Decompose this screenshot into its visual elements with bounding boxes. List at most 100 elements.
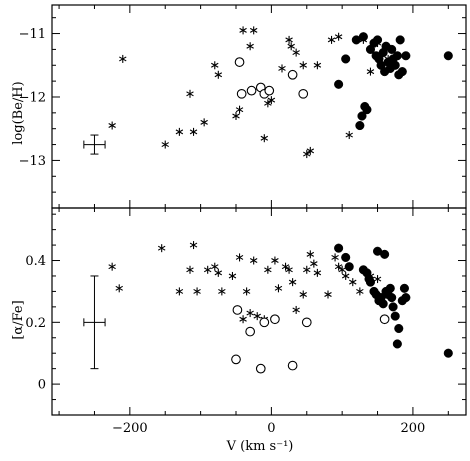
filled-circle-point — [401, 293, 411, 303]
asterisk-point — [356, 287, 364, 296]
asterisk-point — [249, 256, 258, 265]
plot-frame — [51, 207, 467, 416]
asterisk-point — [246, 309, 254, 318]
open-circle-point — [270, 314, 280, 325]
y-tick-label: 0 — [38, 378, 46, 393]
filled-circle-point — [357, 111, 367, 121]
asterisk-point — [310, 259, 318, 268]
asterisk-point — [203, 265, 212, 274]
y-tick-label: 0.4 — [25, 254, 46, 269]
asterisk-point — [232, 112, 240, 121]
asterisk-point — [281, 262, 290, 271]
open-circle-point — [287, 69, 298, 80]
asterisk-point — [373, 275, 382, 284]
asterisk-point — [267, 96, 276, 105]
open-circle-point — [259, 317, 270, 328]
x-tick-label: 200 — [401, 421, 426, 436]
open-circle-point — [231, 354, 241, 365]
top-panel: −11 −12 −13 — [19, 4, 467, 209]
bottom-y-axis-label: [α/Fe] — [11, 300, 26, 339]
x-axis-label: V (km s⁻¹) — [226, 439, 294, 454]
filled-circle-point — [380, 249, 390, 259]
asterisk-point — [175, 127, 184, 136]
bottom-panel: 0 0.2 0.4 −200 0 200 — [25, 207, 467, 436]
open-circle-point — [234, 57, 245, 67]
asterisk-point — [366, 67, 375, 76]
asterisk-point — [306, 250, 315, 259]
asterisk-point — [249, 26, 258, 35]
filled-circle-point — [392, 339, 402, 349]
asterisk-point — [285, 35, 293, 44]
filled-circle-point — [394, 323, 404, 334]
asterisk-point — [313, 268, 322, 277]
asterisk-point — [108, 121, 116, 130]
filled-circle-point — [392, 51, 402, 61]
asterisk-point — [211, 61, 219, 70]
open-circle-point — [255, 363, 266, 374]
filled-circle-point — [399, 283, 409, 293]
filled-circle-point — [334, 79, 344, 89]
asterisk-point — [157, 244, 166, 253]
asterisk-point — [235, 105, 244, 114]
asterisk-point — [264, 265, 272, 274]
filled-circle-point — [395, 35, 405, 45]
filled-circle-point — [355, 120, 365, 131]
y-tick-label: 0.2 — [25, 316, 46, 331]
asterisk-point — [214, 268, 223, 277]
filled-circle-point — [387, 44, 397, 54]
asterisk-point — [228, 271, 237, 280]
asterisk-point — [327, 35, 336, 44]
asterisk-point — [214, 70, 223, 79]
y-tick-label: −11 — [19, 27, 46, 42]
asterisk-point — [288, 278, 297, 287]
filled-circle-point — [372, 35, 383, 45]
asterisk-point — [349, 278, 357, 287]
asterisk-point — [278, 64, 286, 73]
asterisk-point — [334, 32, 343, 41]
asterisk-point — [345, 131, 353, 140]
top-y-axis-label: log(Be/H) — [11, 81, 26, 144]
asterisk-point — [218, 287, 226, 296]
filled-circle-point — [387, 293, 397, 303]
asterisk-point — [260, 134, 269, 143]
asterisk-point — [253, 312, 261, 321]
asterisk-point — [239, 26, 247, 35]
asterisk-point — [299, 61, 307, 70]
asterisk-point — [108, 262, 116, 271]
asterisk-point — [175, 287, 184, 296]
x-tick-label: 0 — [267, 421, 275, 436]
asterisk-point — [331, 253, 339, 262]
filled-circle-point — [390, 311, 400, 321]
error-bar — [83, 275, 106, 370]
filled-circle-point — [344, 262, 354, 272]
open-circle-point — [246, 85, 257, 96]
asterisk-point — [292, 48, 300, 57]
asterisk-point — [186, 265, 194, 274]
asterisk-point — [341, 271, 350, 280]
filled-circle-point — [378, 299, 388, 309]
asterisk-point — [235, 253, 244, 262]
asterisk-point — [303, 150, 311, 159]
asterisk-point — [211, 262, 219, 271]
asterisk-point — [186, 89, 194, 98]
asterisk-point — [161, 140, 169, 149]
asterisk-point — [242, 287, 251, 296]
filled-circle-point — [401, 51, 411, 61]
asterisk-point — [274, 284, 283, 293]
filled-circle-point — [388, 302, 398, 312]
open-circle-point — [298, 88, 309, 99]
asterisk-point — [287, 42, 295, 51]
filled-circle-point — [390, 60, 400, 70]
filled-circle-point — [341, 54, 351, 64]
asterisk-point — [303, 265, 311, 274]
asterisk-point — [189, 241, 198, 250]
asterisk-point — [193, 287, 201, 296]
asterisk-point — [264, 99, 272, 108]
x-tick-label: −200 — [112, 421, 148, 436]
filled-circle-point — [334, 243, 344, 253]
filled-circle-point — [341, 252, 351, 262]
filled-circle-point — [365, 277, 376, 287]
asterisk-point — [200, 118, 208, 127]
open-circle-point — [287, 360, 298, 371]
